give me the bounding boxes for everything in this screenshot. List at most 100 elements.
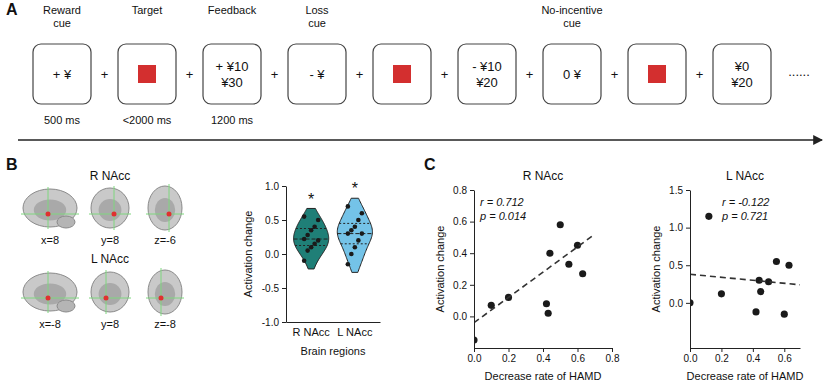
tick-label: R NAcc <box>292 326 330 338</box>
data-point <box>305 248 310 253</box>
frame-box <box>33 44 91 104</box>
data-point <box>752 308 759 315</box>
frame-caption: Feedback <box>208 4 257 16</box>
ellipsis: ...... <box>788 64 810 79</box>
separator: + <box>526 67 534 82</box>
tick-label: 0.4 <box>537 353 551 364</box>
frame-caption: cue <box>53 17 71 29</box>
y-axis-title: Activation change <box>434 226 446 313</box>
frame-caption: No-incentive <box>541 4 602 16</box>
data-point <box>545 310 552 317</box>
tick: 0.2 <box>715 348 729 364</box>
median-line <box>337 233 372 234</box>
crosshair <box>146 298 184 299</box>
frame-box <box>118 44 176 104</box>
violin-chart: **-1.0-0.50.00.51.0R NAccL NAccBrain reg… <box>242 180 381 357</box>
tick-label: -1.0 <box>262 317 280 328</box>
tick-label: 0.6 <box>778 353 792 364</box>
stat-annotation: p = 0.014 <box>479 210 526 222</box>
target-square <box>138 65 156 83</box>
plot-area <box>294 198 373 272</box>
brain-outline <box>91 188 129 228</box>
y-axis: 0.00.20.40.60.8 <box>453 185 474 349</box>
tick-mark <box>784 348 785 352</box>
duration-label: <2000 ms <box>123 114 172 126</box>
tick-mark <box>470 285 474 286</box>
data-point <box>302 214 307 219</box>
roi-spot <box>46 296 51 301</box>
roi-spot <box>167 212 172 217</box>
frame-text: + ¥ <box>53 67 72 82</box>
tick: 0.6 <box>571 348 585 364</box>
crosshair <box>89 214 131 215</box>
brain-outline <box>23 189 77 227</box>
data-point <box>346 204 351 209</box>
median-line <box>294 239 329 240</box>
tick-mark <box>282 220 286 221</box>
roi-spot <box>104 296 109 301</box>
data-point <box>356 238 361 243</box>
x-axis: R NAcc L NAcc <box>287 322 381 338</box>
tick-mark <box>686 228 690 229</box>
frame-caption: cue <box>308 17 326 29</box>
violin <box>294 208 329 269</box>
brain-cerebellum <box>57 216 75 228</box>
tick-label: 0.0 <box>684 353 698 364</box>
tick-label: 0.5 <box>669 260 683 271</box>
chart-title: L NAcc <box>726 169 764 183</box>
tick-mark <box>470 316 474 317</box>
frame-text: 0 ¥ <box>563 67 582 82</box>
data-point <box>349 252 354 257</box>
brain-label: R NAcc <box>90 169 131 183</box>
crosshair <box>89 298 131 299</box>
tick: 0.4 <box>453 248 474 259</box>
tick: 1.5 <box>669 185 690 196</box>
tick-mark <box>543 348 544 352</box>
tick: 0.0 <box>669 298 690 309</box>
fit-line <box>690 274 800 285</box>
fit-line <box>474 234 595 322</box>
tick-label: L NAcc <box>337 326 373 338</box>
tick: -0.5 <box>262 283 286 294</box>
task-diagram: Rewardcue+ ¥500 ms+Target<2000 ms+Feedba… <box>18 4 822 140</box>
data-point <box>353 225 358 230</box>
brain-cerebellum <box>57 300 75 312</box>
violin <box>337 198 372 272</box>
crosshair <box>48 187 49 229</box>
panel-label: B <box>6 156 18 173</box>
data-point <box>543 300 550 307</box>
tick-mark <box>282 254 286 255</box>
tick: 0.6 <box>778 348 792 364</box>
roi-spot <box>112 212 117 217</box>
tick-mark <box>282 288 286 289</box>
data-point <box>349 228 354 233</box>
roi-spot <box>159 296 164 301</box>
tick-label: 1.0 <box>265 181 279 192</box>
tick: 1.0 <box>669 222 690 233</box>
frame-box <box>713 44 771 104</box>
tick-mark <box>690 348 691 352</box>
tick-mark <box>470 222 474 223</box>
axis-line <box>287 322 381 323</box>
brain-outline <box>23 273 77 311</box>
tick-mark <box>578 348 579 352</box>
data-point <box>773 258 780 265</box>
data-point <box>353 245 358 250</box>
frame-caption: Reward <box>43 4 81 16</box>
frame-text: ¥20 <box>730 75 753 90</box>
data-point <box>579 270 586 277</box>
tick: 0.5 <box>669 260 690 271</box>
tick-label: 0.6 <box>453 216 467 227</box>
data-point <box>705 213 712 220</box>
tick-label: 0.2 <box>453 280 467 291</box>
duration-label: 500 ms <box>44 114 81 126</box>
frame-text: - ¥10 <box>472 59 502 74</box>
tick-mark <box>686 265 690 266</box>
plot-area <box>474 221 595 343</box>
data-point <box>316 218 321 223</box>
tick-label: 0.0 <box>265 249 279 260</box>
data-point <box>557 221 564 228</box>
tick-mark <box>474 348 475 352</box>
target-square <box>648 65 666 83</box>
separator: + <box>101 67 109 82</box>
